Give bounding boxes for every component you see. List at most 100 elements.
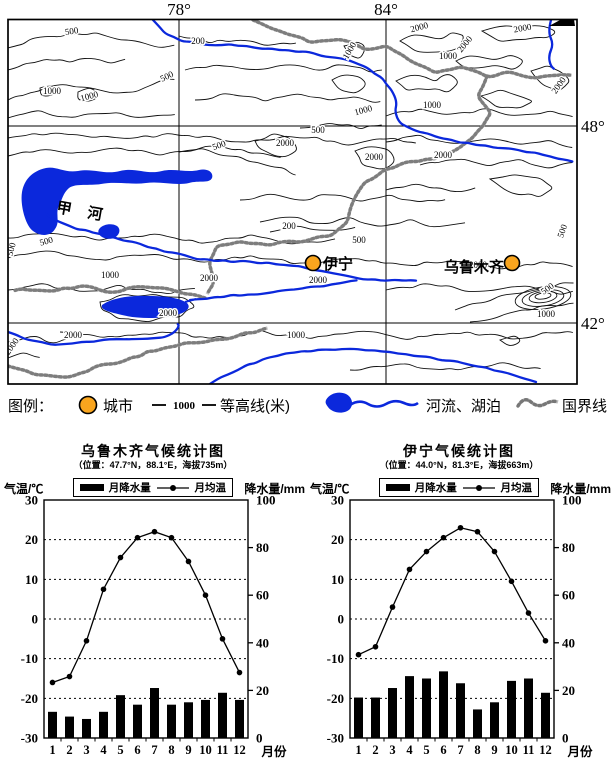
axis-tick-label: 0: [338, 612, 345, 627]
contour-line: [385, 183, 476, 193]
legend-boundary-label: 国界线: [562, 398, 607, 415]
axis-tick-label: 20: [331, 532, 344, 547]
contour-line: [331, 74, 366, 94]
precip-bar: [201, 699, 210, 738]
axis-tick-label: 4: [406, 743, 413, 757]
temp-point: [202, 592, 209, 598]
city-label-urumqi: 乌鲁木齐: [444, 258, 505, 276]
temp-point: [66, 673, 73, 680]
contour-elevation-label: 2000: [64, 330, 83, 340]
precip-bar: [65, 716, 74, 738]
contour-elevation-label: 1000: [439, 51, 458, 61]
axis-tick-label: -20: [327, 691, 344, 706]
contour-elevation-label: 2000: [409, 20, 429, 34]
axis-tick-label: 60: [256, 588, 269, 603]
axis-tick-label: 月份: [260, 744, 287, 759]
temp-point: [440, 534, 447, 541]
axis-tick-label: 20: [256, 683, 269, 698]
contour-elevation-label: 500: [64, 25, 79, 37]
precip-bar: [82, 718, 91, 738]
summit-contour-rings: [514, 285, 572, 311]
temp-point: [355, 651, 362, 658]
river-line: [548, 19, 555, 70]
contour-line: [385, 134, 573, 148]
temp-point: [151, 528, 158, 535]
contour-line: [184, 64, 382, 73]
city-marker-yining: [304, 254, 322, 272]
temp-point: [100, 586, 107, 593]
axis-tick-label: 80: [562, 540, 575, 555]
contour-line: [488, 174, 553, 197]
axis-tick-label: -30: [327, 731, 344, 746]
precip-bar: [150, 688, 159, 738]
temp-point: [372, 643, 379, 650]
contour-elevation-label: 500: [159, 69, 176, 84]
contour-line: [8, 336, 76, 344]
contour-elevation-label: 2000: [469, 260, 488, 270]
contour-elevation-label: 500: [539, 280, 556, 296]
axis-tick-label: 1: [49, 743, 55, 757]
temp-point: [525, 610, 532, 616]
axis-tick-label: 3: [389, 743, 395, 757]
boundary-line: [8, 326, 270, 379]
latitude-label-48: 48°: [581, 117, 605, 136]
contour-elevation-label: 2000: [276, 138, 295, 148]
contour-elevation-label: 200: [191, 36, 205, 46]
contour-elevation-label: 2000: [309, 275, 328, 285]
contour-line: [8, 58, 126, 71]
topographic-map: 78° 84° 48° 42°: [2, 0, 607, 415]
axis-tick-label: 10: [331, 572, 344, 587]
contour-line: [254, 133, 297, 158]
contour-line: [59, 330, 574, 340]
contour-line: [8, 78, 175, 101]
temp-point: [236, 669, 243, 676]
chart-title: 伊宁气候统计图: [403, 443, 515, 459]
precip-bar: [456, 683, 465, 738]
city-marker-urumqi: [503, 254, 521, 272]
axis-tick-label: 8: [474, 743, 480, 757]
contour-legend-value: 1000: [173, 400, 196, 412]
legend-contour-label: 等高线(米): [220, 397, 290, 415]
precip-bar: [524, 678, 533, 738]
contour-elevation-label: 2000: [365, 152, 384, 162]
map-frame: [7, 18, 578, 385]
temp-point: [83, 638, 90, 644]
axis-tick-label: 8: [168, 743, 174, 757]
contour-line: [8, 250, 573, 270]
axis-tick-label: 4: [100, 743, 107, 757]
axis-tick-label: 10: [199, 743, 212, 757]
axis-tick-label: 40: [562, 635, 575, 650]
contour-elevation-label: 1000: [43, 86, 62, 96]
boundary-line: [12, 284, 207, 300]
contour-lines: [8, 25, 574, 371]
bar-legend-label: 月降水量: [414, 482, 457, 494]
contour-line: [178, 145, 281, 158]
contour-elevation-label: 200: [282, 221, 296, 231]
temp-point: [134, 534, 141, 541]
temp-point: [542, 638, 549, 644]
axis-tick-label: 3: [83, 743, 89, 757]
contour-line: [8, 352, 40, 359]
corner-relief-shape: [549, 19, 575, 26]
river-line: [151, 19, 574, 163]
lake-south: [101, 295, 189, 318]
contour-line: [419, 158, 573, 169]
contour-line: [498, 335, 521, 346]
river-line: [188, 279, 358, 302]
axis-tick-label: 7: [151, 743, 157, 757]
axis-tick-label: 20: [562, 683, 575, 698]
climate-charts: 乌鲁木齐气候统计图 （位置：47.7°N，88.1°E，海拔735m） 气温/℃…: [0, 440, 612, 772]
precip-bar: [371, 697, 380, 738]
temp-point: [491, 548, 498, 555]
axis-tick-label: 30: [331, 493, 344, 508]
contour-elevation-label: 1000: [79, 89, 99, 103]
contour-elevation-label: 2000: [2, 336, 21, 357]
river-line: [8, 323, 180, 346]
temp-point: [168, 534, 175, 541]
legend-title: 图例：: [8, 398, 53, 415]
contour-elevation-label: 2000: [549, 75, 568, 96]
legend-city-label: 城市: [103, 398, 133, 415]
map-legend: 图例： 城市 1000 等高线(米) 河流、湖泊 国界线: [8, 392, 607, 415]
precip-bar: [541, 692, 550, 738]
